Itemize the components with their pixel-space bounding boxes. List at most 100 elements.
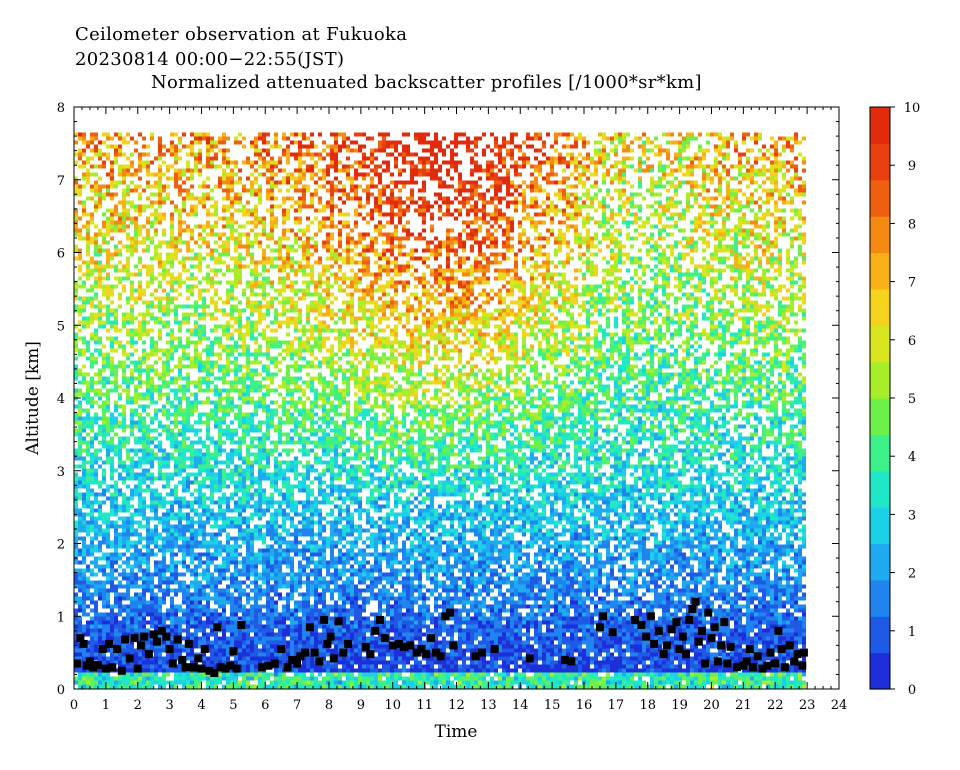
heatmap-cell [262,229,266,233]
heatmap-cell [98,193,102,197]
heatmap-cell [246,157,250,161]
heatmap-cell [550,157,554,161]
heatmap-cell [618,289,622,293]
heatmap-cell [538,149,542,153]
heatmap-cell [718,313,722,317]
heatmap-cell [798,245,802,249]
heatmap-cell [82,237,86,241]
heatmap-cell [122,285,126,289]
heatmap-cell [538,273,542,277]
heatmap-cell [638,289,642,293]
heatmap-cell [774,181,778,185]
heatmap-cell [606,221,610,225]
heatmap-cell [298,201,302,205]
heatmap-cell [130,189,134,193]
heatmap-cell [578,313,582,317]
heatmap-cell [510,185,514,189]
heatmap-cell [502,165,506,169]
heatmap-cell [534,293,538,297]
heatmap-cell [798,209,802,213]
heatmap-cell [682,237,686,241]
heatmap-cell [790,145,794,149]
heatmap-cell [690,169,694,173]
heatmap-cell [510,293,514,297]
heatmap-cell [606,289,610,293]
heatmap-cell [446,325,450,329]
heatmap-cell [614,281,618,285]
heatmap-cell [370,313,374,317]
heatmap-cell [394,285,398,289]
heatmap-cell [274,181,278,185]
heatmap-cell [230,281,234,285]
heatmap-cell [478,281,482,285]
heatmap-cell [566,205,570,209]
heatmap-cell [598,313,602,317]
heatmap-cell [106,265,110,269]
heatmap-cell [218,281,222,285]
heatmap-cell [138,185,142,189]
heatmap-cell [202,329,206,333]
heatmap-cell [330,237,334,241]
heatmap-cell [238,245,242,249]
heatmap-cell [202,193,206,197]
heatmap-cell [186,313,190,317]
heatmap-cell [610,181,614,185]
heatmap-cell [694,321,698,325]
heatmap-cell [138,281,142,285]
heatmap-cell [478,193,482,197]
heatmap-cell [326,293,330,297]
heatmap-cell [626,309,630,313]
heatmap-cell [610,165,614,169]
heatmap-cell [702,277,706,281]
heatmap-cell [294,181,298,185]
heatmap-cell [266,233,270,237]
heatmap-cell [462,229,466,233]
heatmap-cell [226,265,230,269]
heatmap-cell [614,277,618,281]
heatmap-cell [250,289,254,293]
heatmap-cell [506,313,510,317]
heatmap-cell [294,221,298,225]
heatmap-cell [262,313,266,317]
heatmap-cell [434,269,438,273]
heatmap-cell [494,193,498,197]
heatmap-cell [518,277,522,281]
heatmap-cell [738,229,742,233]
heatmap-cell [202,289,206,293]
heatmap-cell [306,261,310,265]
heatmap-cell [258,189,262,193]
heatmap-cell [150,225,154,229]
heatmap-cell [610,273,614,277]
heatmap-cell [658,313,662,317]
heatmap-cell [158,201,162,205]
heatmap-cell [98,301,102,305]
heatmap-cell [394,161,398,165]
heatmap-cell [726,189,730,193]
heatmap-cell [94,313,98,317]
heatmap-cell [602,297,606,301]
heatmap-cell [226,193,230,197]
heatmap-cell [614,317,618,321]
heatmap-cell [402,313,406,317]
heatmap-cell [706,173,710,177]
heatmap-cell [634,313,638,317]
heatmap-cell [678,297,682,301]
heatmap-cell [186,189,190,193]
heatmap-cell [334,165,338,169]
heatmap-cell [94,193,98,197]
heatmap-cell [498,161,502,165]
heatmap-cell [750,269,754,273]
heatmap-cell [410,265,414,269]
heatmap-cell [362,313,366,317]
heatmap-cell [622,177,626,181]
heatmap-cell [722,145,726,149]
heatmap-cell [566,281,570,285]
heatmap-cell [526,241,530,245]
heatmap-cell [646,249,650,253]
heatmap-cell [698,285,702,289]
heatmap-cell [366,321,370,325]
heatmap-cell [794,209,798,213]
heatmap-cell [466,257,470,261]
heatmap-cell [150,201,154,205]
heatmap-cell [354,281,358,285]
